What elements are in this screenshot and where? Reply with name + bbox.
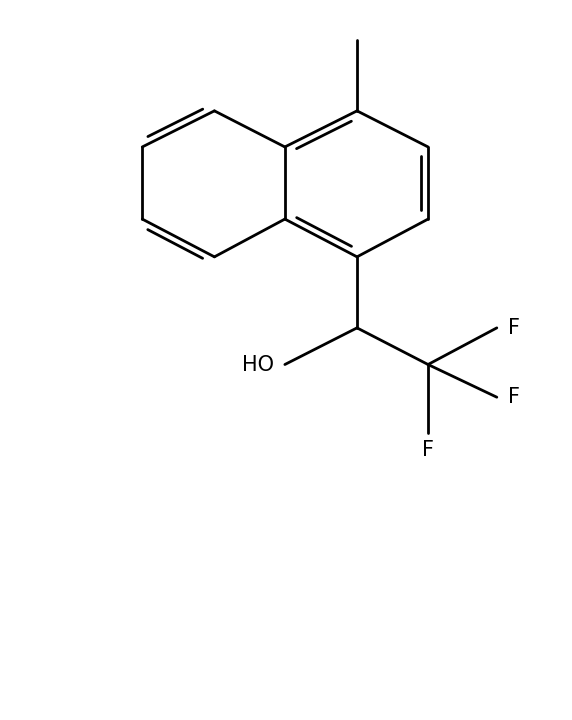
Text: F: F [422, 441, 434, 460]
Text: F: F [508, 387, 520, 408]
Text: HO: HO [241, 354, 273, 374]
Text: F: F [508, 318, 520, 338]
